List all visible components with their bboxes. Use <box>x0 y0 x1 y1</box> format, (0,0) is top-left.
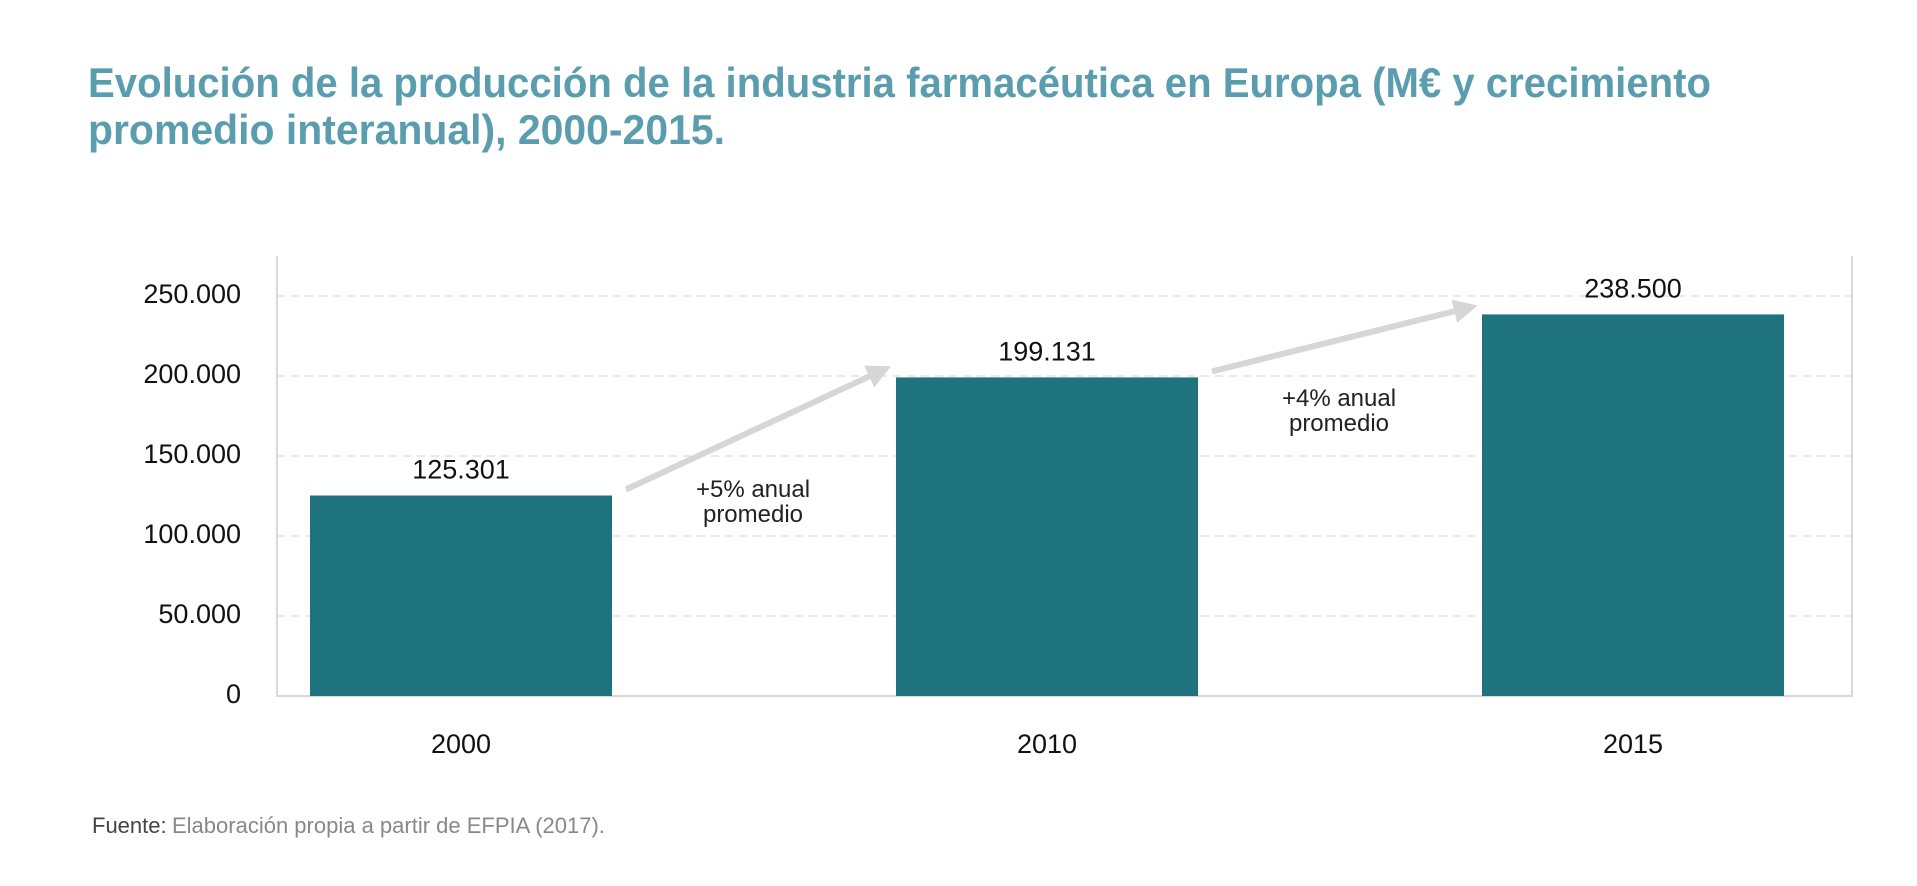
x-tick-label: 2000 <box>431 729 491 759</box>
source-text: Elaboración propia a partir de EFPIA (20… <box>172 813 605 838</box>
bar <box>896 377 1198 696</box>
y-tick-label: 250.000 <box>143 279 241 309</box>
growth-arrow <box>624 365 891 493</box>
annotation: +4% anual <box>1282 385 1396 412</box>
y-tick-label: 150.000 <box>143 439 241 469</box>
chart-title: Evolución de la producción de la industr… <box>88 59 1711 106</box>
y-tick-label: 50.000 <box>158 599 241 629</box>
value-label: 238.500 <box>1584 274 1682 304</box>
annotation: promedio <box>703 501 803 528</box>
x-tick-label: 2015 <box>1603 729 1663 759</box>
growth-arrow <box>1211 299 1478 375</box>
annotation: promedio <box>1289 410 1389 437</box>
y-tick-label: 0 <box>226 679 241 709</box>
annotation: +5% anual <box>696 476 810 503</box>
value-label: 199.131 <box>998 337 1096 367</box>
chart-title: promedio interanual), 2000-2015. <box>88 106 725 153</box>
bar <box>310 495 612 696</box>
y-tick-label: 200.000 <box>143 359 241 389</box>
value-label: 125.301 <box>412 455 510 485</box>
source-label: Fuente: <box>92 813 167 838</box>
x-tick-label: 2010 <box>1017 729 1077 759</box>
bar <box>1482 314 1784 696</box>
y-tick-label: 100.000 <box>143 519 241 549</box>
